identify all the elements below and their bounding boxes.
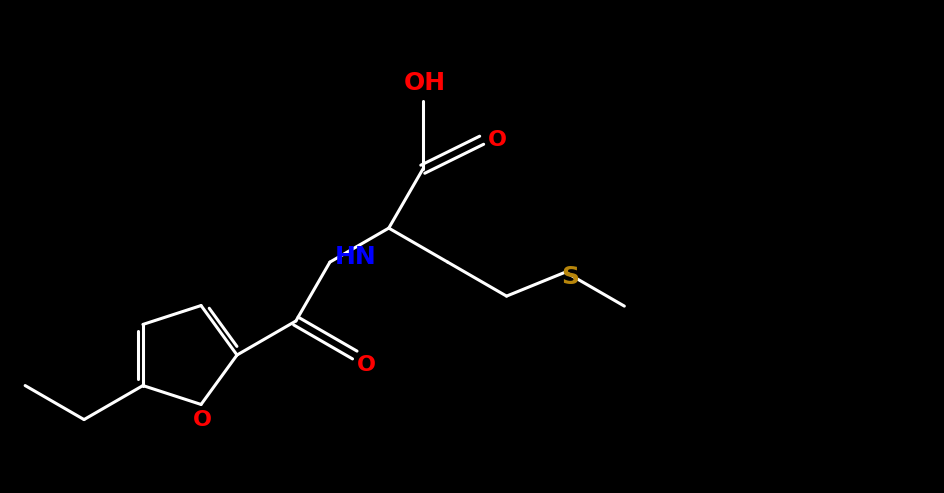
Text: HN: HN — [334, 245, 377, 269]
Text: O: O — [357, 355, 376, 375]
Text: O: O — [488, 130, 507, 150]
Text: OH: OH — [403, 71, 446, 95]
Text: O: O — [193, 411, 211, 430]
Text: S: S — [561, 265, 579, 289]
